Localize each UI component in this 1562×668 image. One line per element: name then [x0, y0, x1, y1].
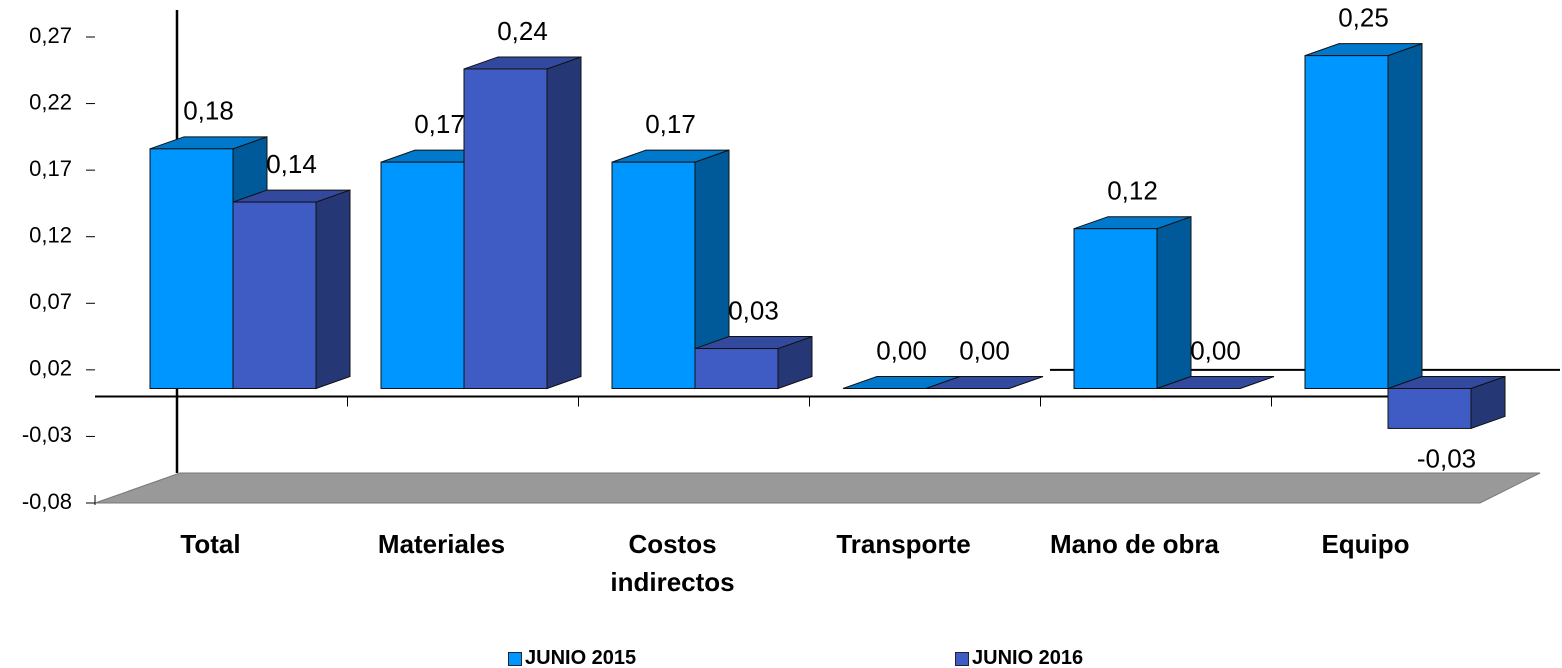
legend-swatch [955, 651, 969, 666]
y-tick-label: 0,02 [29, 356, 72, 381]
bar-side [315, 189, 351, 390]
bar [149, 148, 234, 389]
value-label: 0,25 [1338, 3, 1389, 33]
bar-side [1156, 216, 1192, 390]
y-tick-label: 0,17 [29, 156, 72, 181]
x-tick-label: Materiales [377, 529, 506, 559]
x-tick-label: Mano de obra [1049, 529, 1219, 559]
bar-side [546, 56, 582, 390]
legend-label: JUNIO 2015 [525, 647, 637, 668]
x-tick-label: Costos indirectos [610, 529, 735, 597]
y-tick-label: 0,22 [29, 89, 72, 114]
value-label: 0,14 [266, 149, 317, 179]
bar [232, 201, 317, 389]
bar [1073, 228, 1158, 389]
bar [611, 161, 696, 389]
legend-swatch [508, 651, 522, 666]
value-label: 0,00 [876, 335, 927, 365]
value-label: 0,00 [959, 335, 1010, 365]
value-label: 0,17 [645, 109, 696, 139]
x-tick-label: Transporte [836, 529, 971, 559]
bar [380, 161, 465, 389]
legend-label: JUNIO 2016 [972, 647, 1084, 668]
bar [1387, 387, 1472, 429]
x-tick-label: Equipo [1321, 529, 1410, 559]
bar-top [925, 375, 1044, 389]
y-tick-label: 0,12 [29, 223, 72, 248]
value-label: 0,18 [183, 96, 234, 126]
y-tick-label: -0,08 [22, 489, 72, 514]
value-label: 0,12 [1107, 176, 1158, 206]
x-tick-label: Total [180, 529, 241, 559]
legend-item: JUNIO 2016 [955, 647, 1083, 668]
y-tick-label: 0,07 [29, 289, 72, 314]
value-label: 0,03 [728, 295, 779, 325]
y-tick-label: 0,27 [29, 23, 72, 48]
bar [694, 348, 779, 389]
bar [1304, 55, 1389, 389]
value-label: 0,00 [1190, 335, 1241, 365]
bar [463, 68, 548, 389]
floor [94, 472, 1541, 504]
bar-side [1387, 42, 1423, 390]
y-tick-label: -0,03 [22, 422, 72, 447]
value-label: 0,17 [414, 109, 465, 139]
bar-top [1156, 375, 1275, 389]
value-label: 0,24 [497, 16, 548, 46]
value-label: -0,03 [1417, 443, 1476, 473]
legend-item: JUNIO 2015 [508, 647, 636, 668]
